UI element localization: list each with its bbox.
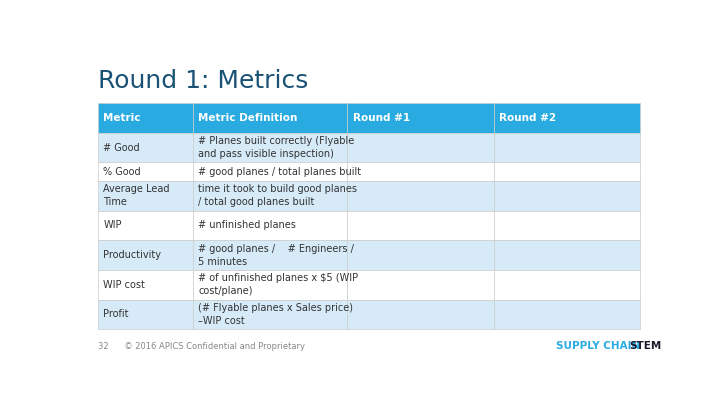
FancyBboxPatch shape: [347, 181, 494, 211]
Text: % Good: % Good: [104, 167, 141, 177]
FancyBboxPatch shape: [193, 181, 347, 211]
Text: WIP: WIP: [104, 220, 122, 230]
Text: WIP cost: WIP cost: [104, 280, 145, 290]
FancyBboxPatch shape: [193, 240, 347, 270]
FancyBboxPatch shape: [494, 211, 640, 240]
FancyBboxPatch shape: [347, 300, 494, 329]
FancyBboxPatch shape: [347, 211, 494, 240]
Text: # Planes built correctly (Flyable
and pass visible inspection): # Planes built correctly (Flyable and pa…: [198, 136, 354, 159]
Text: 32      © 2016 APICS Confidential and Proprietary: 32 © 2016 APICS Confidential and Proprie…: [98, 342, 305, 351]
FancyBboxPatch shape: [494, 181, 640, 211]
FancyBboxPatch shape: [193, 133, 347, 162]
Text: Round #2: Round #2: [500, 113, 557, 123]
FancyBboxPatch shape: [494, 162, 640, 181]
FancyBboxPatch shape: [98, 300, 193, 329]
Text: # good planes / total planes built: # good planes / total planes built: [198, 167, 361, 177]
FancyBboxPatch shape: [193, 270, 347, 300]
Text: STEM: STEM: [629, 341, 661, 352]
FancyBboxPatch shape: [193, 211, 347, 240]
Text: Round 1: Metrics: Round 1: Metrics: [98, 69, 308, 93]
Text: Metric Definition: Metric Definition: [198, 113, 297, 123]
Text: # Good: # Good: [104, 143, 140, 153]
FancyBboxPatch shape: [193, 103, 347, 133]
Text: SUPPLY CHAIN: SUPPLY CHAIN: [557, 341, 641, 352]
FancyBboxPatch shape: [98, 181, 193, 211]
FancyBboxPatch shape: [193, 162, 347, 181]
FancyBboxPatch shape: [494, 270, 640, 300]
FancyBboxPatch shape: [347, 103, 494, 133]
Text: (# Flyable planes x Sales price)
–WIP cost: (# Flyable planes x Sales price) –WIP co…: [198, 303, 354, 326]
FancyBboxPatch shape: [347, 240, 494, 270]
Text: Metric: Metric: [104, 113, 141, 123]
Text: time it took to build good planes
/ total good planes built: time it took to build good planes / tota…: [198, 184, 357, 207]
Text: Round #1: Round #1: [353, 113, 410, 123]
FancyBboxPatch shape: [98, 103, 193, 133]
FancyBboxPatch shape: [494, 240, 640, 270]
Text: # good planes /    # Engineers /
5 minutes: # good planes / # Engineers / 5 minutes: [198, 243, 354, 267]
Text: Productivity: Productivity: [104, 250, 161, 260]
Text: Profit: Profit: [104, 309, 129, 320]
FancyBboxPatch shape: [98, 162, 193, 181]
Text: # unfinished planes: # unfinished planes: [198, 220, 296, 230]
FancyBboxPatch shape: [347, 162, 494, 181]
FancyBboxPatch shape: [193, 300, 347, 329]
Text: # of unfinished planes x $5 (WIP
cost/plane): # of unfinished planes x $5 (WIP cost/pl…: [198, 273, 359, 296]
FancyBboxPatch shape: [494, 103, 640, 133]
FancyBboxPatch shape: [98, 133, 193, 162]
FancyBboxPatch shape: [98, 270, 193, 300]
FancyBboxPatch shape: [494, 300, 640, 329]
FancyBboxPatch shape: [98, 240, 193, 270]
FancyBboxPatch shape: [98, 211, 193, 240]
FancyBboxPatch shape: [347, 133, 494, 162]
FancyBboxPatch shape: [347, 270, 494, 300]
FancyBboxPatch shape: [494, 133, 640, 162]
Text: Average Lead
Time: Average Lead Time: [104, 184, 170, 207]
